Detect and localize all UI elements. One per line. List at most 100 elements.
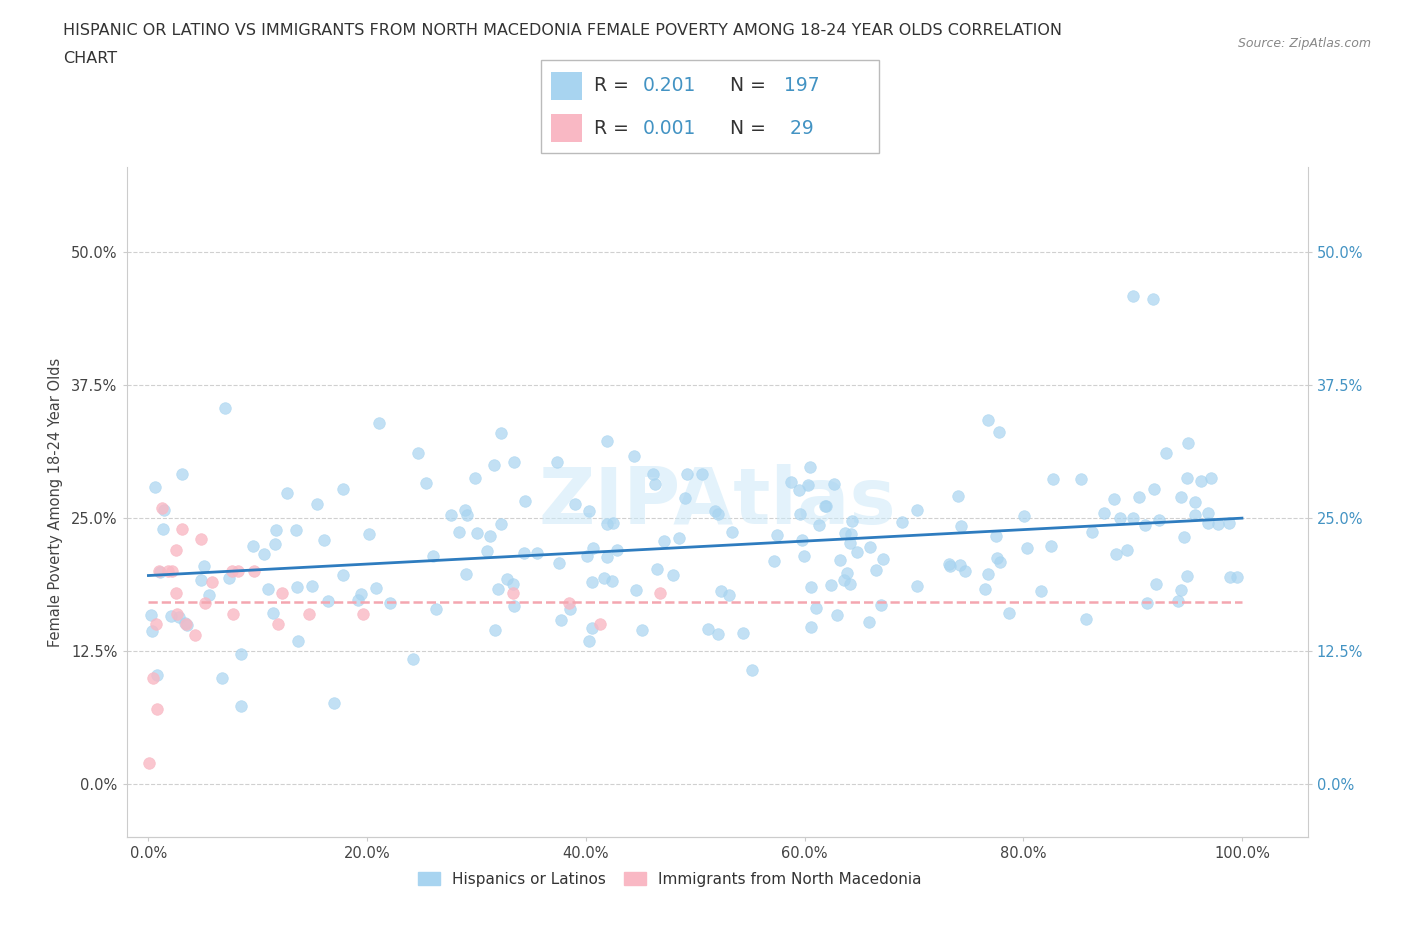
- Text: 29: 29: [785, 119, 814, 138]
- Text: HISPANIC OR LATINO VS IMMIGRANTS FROM NORTH MACEDONIA FEMALE POVERTY AMONG 18-24: HISPANIC OR LATINO VS IMMIGRANTS FROM NO…: [63, 23, 1063, 38]
- Point: [366, 581, 388, 596]
- Point: [264, 537, 287, 551]
- Point: [146, 702, 169, 717]
- Point: [595, 550, 617, 565]
- Point: [1175, 471, 1198, 485]
- Point: [806, 601, 828, 616]
- Point: [550, 613, 572, 628]
- Text: 0.001: 0.001: [643, 119, 696, 138]
- Point: [229, 698, 252, 713]
- Point: [800, 619, 823, 634]
- Point: [595, 434, 617, 449]
- Point: [1175, 568, 1198, 583]
- Point: [1122, 288, 1144, 303]
- Point: [865, 563, 887, 578]
- Point: [800, 579, 823, 594]
- Point: [846, 544, 869, 559]
- FancyBboxPatch shape: [551, 72, 582, 100]
- Point: [211, 671, 233, 685]
- Point: [946, 488, 969, 503]
- Point: [998, 605, 1021, 620]
- Point: [316, 594, 339, 609]
- Point: [938, 556, 960, 571]
- Point: [596, 516, 619, 531]
- Point: [221, 564, 243, 578]
- Point: [673, 491, 696, 506]
- Point: [890, 514, 912, 529]
- Point: [1115, 542, 1137, 557]
- Point: [229, 646, 252, 661]
- Point: [650, 585, 672, 600]
- Point: [253, 547, 276, 562]
- Point: [194, 596, 217, 611]
- Point: [242, 538, 264, 553]
- Point: [160, 564, 183, 578]
- Point: [1092, 506, 1115, 521]
- Point: [939, 558, 962, 573]
- Point: [165, 542, 187, 557]
- Point: [484, 623, 506, 638]
- Point: [1199, 471, 1222, 485]
- Point: [139, 607, 162, 622]
- Text: R =: R =: [593, 119, 634, 138]
- Point: [157, 564, 180, 578]
- Point: [721, 525, 744, 539]
- Point: [641, 467, 664, 482]
- Point: [950, 519, 973, 534]
- Point: [402, 652, 425, 667]
- Point: [276, 485, 298, 500]
- Point: [558, 602, 581, 617]
- Point: [589, 617, 612, 631]
- Point: [323, 696, 346, 711]
- Point: [949, 558, 972, 573]
- Point: [454, 502, 477, 517]
- Point: [1105, 547, 1128, 562]
- Point: [1029, 584, 1052, 599]
- Point: [793, 549, 815, 564]
- Point: [193, 558, 215, 573]
- Point: [765, 527, 787, 542]
- Text: 0.201: 0.201: [643, 76, 696, 95]
- Point: [835, 566, 858, 581]
- Point: [1189, 473, 1212, 488]
- Point: [814, 499, 837, 514]
- Point: [425, 602, 447, 617]
- Point: [1177, 435, 1199, 450]
- Point: [814, 498, 837, 513]
- Point: [1218, 515, 1240, 530]
- Point: [606, 542, 628, 557]
- Point: [184, 628, 207, 643]
- Point: [314, 533, 336, 548]
- Point: [489, 426, 512, 441]
- Point: [1184, 494, 1206, 509]
- Point: [644, 477, 666, 492]
- Point: [218, 571, 240, 586]
- Point: [1184, 507, 1206, 522]
- Point: [222, 606, 245, 621]
- Point: [298, 606, 321, 621]
- Point: [332, 568, 354, 583]
- Point: [415, 475, 437, 490]
- Text: N =: N =: [730, 119, 772, 138]
- Point: [176, 618, 198, 632]
- Point: [513, 545, 536, 560]
- Point: [482, 458, 505, 472]
- Point: [149, 565, 172, 579]
- Point: [166, 606, 188, 621]
- Point: [1012, 509, 1035, 524]
- Point: [820, 578, 842, 592]
- Point: [631, 622, 654, 637]
- Point: [350, 586, 373, 601]
- Point: [1170, 489, 1192, 504]
- Point: [495, 572, 517, 587]
- Point: [1142, 291, 1164, 306]
- Point: [575, 548, 598, 563]
- Point: [226, 564, 249, 578]
- Point: [564, 497, 586, 512]
- Point: [1070, 472, 1092, 486]
- Point: [838, 536, 860, 551]
- Point: [799, 459, 821, 474]
- Point: [1197, 506, 1219, 521]
- Point: [839, 577, 862, 591]
- Point: [905, 503, 928, 518]
